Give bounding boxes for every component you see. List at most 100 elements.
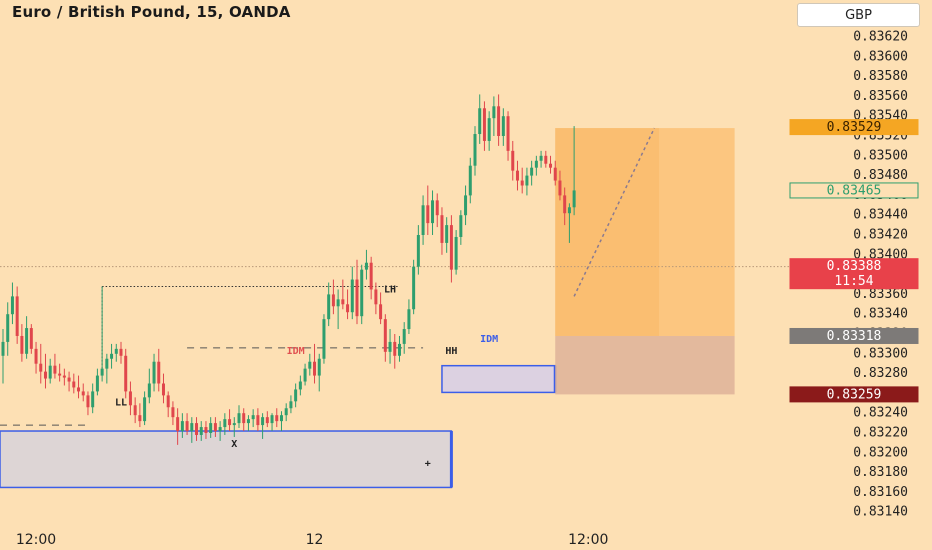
candle-body (95, 375, 99, 392)
candle-body (374, 289, 378, 305)
candle-body (346, 304, 350, 313)
candle-body (152, 361, 156, 384)
candle-body (1, 341, 5, 356)
candle-body (91, 391, 95, 408)
candle-body (501, 116, 505, 136)
annotation-x-label: X (231, 439, 237, 450)
long-position-loss (555, 335, 735, 395)
y-tick-label: 0.83140 (853, 505, 908, 520)
current-price-tag-countdown: 11:54 (834, 274, 873, 289)
candle-body (383, 319, 387, 352)
candle-body (416, 235, 420, 267)
candle-body (317, 358, 321, 376)
entry-tag (789, 327, 919, 344)
candle-body (10, 296, 14, 315)
candle-body (407, 309, 411, 330)
candle-body (228, 419, 232, 426)
candle-body (58, 373, 62, 376)
candle-body (72, 381, 76, 388)
entry-tag-label: 0.83318 (827, 329, 882, 344)
candle-body (246, 419, 250, 424)
y-tick-label: 0.83340 (853, 307, 908, 322)
candle-body (478, 108, 482, 135)
candle-body (34, 348, 38, 364)
candle-body (482, 108, 486, 141)
levels-layer (0, 266, 790, 426)
candle-body (261, 417, 265, 426)
take-profit-tag-label: 0.83529 (827, 120, 882, 135)
candle-body (402, 329, 406, 344)
candle-body (171, 407, 175, 418)
candle-body (25, 328, 29, 354)
take-profit-tag (789, 119, 919, 136)
annotations-layer: LH IDM HH LL X IDM + (115, 284, 498, 469)
candle-body (393, 341, 397, 356)
candle-body (544, 155, 548, 164)
candle-body (350, 279, 354, 313)
candle-body (237, 413, 241, 424)
candle-body (100, 368, 104, 376)
candle-body (492, 106, 496, 119)
candle-body (294, 389, 298, 402)
candle-body (445, 225, 449, 243)
y-tick-label: 0.83420 (853, 228, 908, 243)
candle-body (473, 134, 477, 166)
y-tick-label: 0.83580 (853, 69, 908, 84)
y-tick-label: 0.83200 (853, 445, 908, 460)
candle-body (567, 207, 571, 214)
demand-zone-lower (0, 431, 452, 488)
y-tick-label: 0.83360 (853, 287, 908, 302)
candle-body (275, 415, 279, 422)
stop-loss-tag (789, 386, 919, 403)
annotation-ll-label: LL (115, 397, 127, 408)
demand-zone-mid (441, 365, 556, 393)
candle-body (270, 415, 274, 424)
candle-body (242, 413, 246, 424)
candle-body (53, 365, 57, 374)
candle-body (279, 415, 283, 422)
candle-body (511, 150, 515, 171)
candle-body (62, 375, 66, 378)
candle-body (539, 155, 543, 161)
candle-body (563, 195, 567, 214)
candle-body (43, 371, 47, 379)
candle-body (336, 299, 340, 307)
candle-body (48, 365, 52, 379)
candle-body (355, 279, 359, 317)
candle-body (426, 205, 430, 224)
candle-body (105, 358, 109, 369)
last-price-tag (789, 182, 919, 199)
candle-body (284, 408, 288, 416)
long-position-profit (555, 128, 735, 336)
candle-body (572, 190, 576, 208)
candle-body (29, 328, 33, 349)
candle-body (525, 175, 529, 186)
candle-body (218, 427, 222, 432)
candle-body (421, 205, 425, 235)
currency-button[interactable]: GBP (797, 3, 920, 27)
x-tick-label: 12:00 (16, 532, 56, 548)
candles-layer (1, 94, 576, 445)
candle-body (534, 160, 538, 168)
candle-body (308, 361, 312, 369)
candle-body (6, 314, 10, 342)
candle-body (147, 383, 151, 398)
candle-body (331, 294, 335, 307)
candle-body (114, 348, 118, 354)
candle-body (440, 215, 444, 243)
candle-body (449, 225, 453, 270)
candle-body (166, 395, 170, 408)
x-tick-label: 12:00 (568, 532, 608, 548)
candle-body (15, 296, 19, 336)
annotation-lh-label: LH (384, 284, 396, 295)
last-price-tag-label: 0.83465 (827, 183, 882, 198)
candle-body (199, 427, 203, 435)
candle-body (454, 236, 458, 270)
candle-body (435, 200, 439, 216)
time-axis[interactable]: 12:00 12 12:00 (16, 532, 609, 548)
y-tick-label: 0.83280 (853, 366, 908, 381)
candle-body (459, 215, 463, 237)
candle-body (431, 200, 435, 224)
